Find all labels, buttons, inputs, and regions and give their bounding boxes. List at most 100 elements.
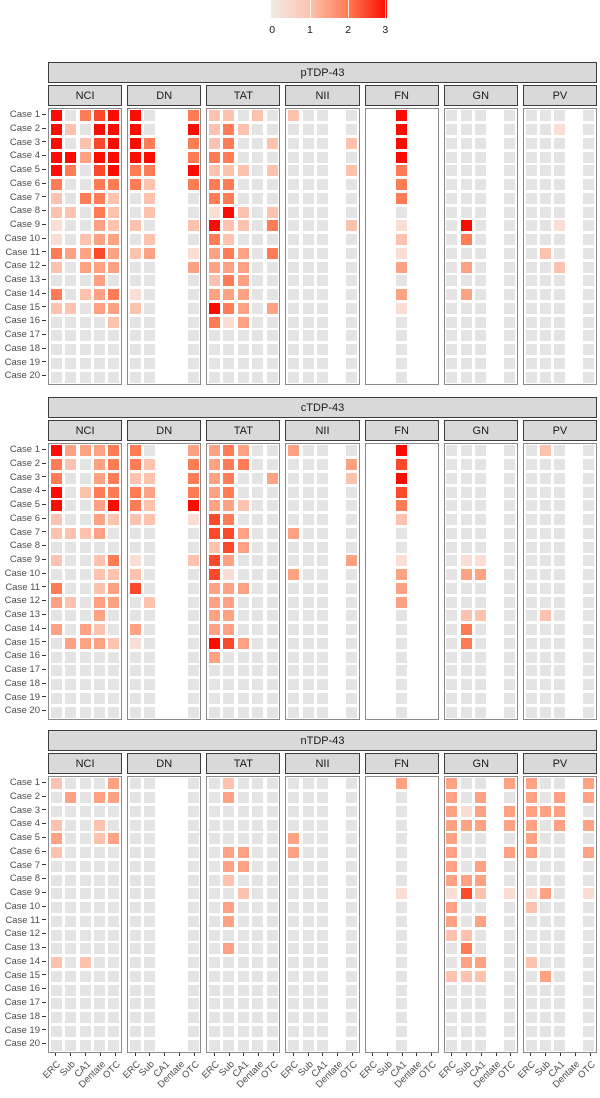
facet-title-strip: DN: [127, 85, 202, 106]
heatmap-cell: [108, 179, 120, 191]
x-axis: ERC Sub CA1 Dentate OTC: [358, 1053, 439, 1098]
heatmap-cell: [446, 902, 458, 914]
heatmap-cell: [252, 915, 264, 927]
heatmap-cell: [266, 847, 278, 859]
heatmap-cell: [446, 805, 458, 817]
axis-tick: [42, 251, 46, 253]
heatmap-cell: [108, 527, 120, 539]
heatmap-cell: [460, 165, 472, 177]
heatmap-cell: [173, 707, 184, 718]
heatmap-cell: [554, 888, 566, 900]
heatmap-cell: [187, 706, 199, 718]
heatmap-cell: [144, 888, 156, 900]
heatmap-cell: [367, 248, 378, 259]
facet-nii: NII ERC Sub CA1 Dentate OTC: [279, 753, 360, 1098]
heatmap-cell: [411, 473, 422, 484]
heatmap-cell: [173, 665, 184, 676]
heatmap-cell: [583, 929, 595, 941]
heatmap-cell: [302, 275, 314, 287]
heatmap-cell: [460, 624, 472, 636]
heatmap-cell: [525, 527, 537, 539]
heatmap-cell: [331, 528, 342, 539]
heatmap-cell: [237, 860, 249, 872]
facet-panel: [443, 443, 518, 720]
heatmap-cell: [187, 192, 199, 204]
heatmap-cell: [525, 692, 537, 704]
heatmap-cell: [411, 344, 422, 355]
heatmap-cell: [583, 902, 595, 914]
heatmap-cell: [316, 706, 328, 718]
heatmap-cell: [187, 929, 199, 941]
heatmap-cell: [223, 847, 235, 859]
heatmap-cell: [411, 833, 422, 844]
case-label: Case 11: [0, 581, 46, 595]
facet-title-strip: NCI: [48, 85, 123, 106]
heatmap-cell: [475, 234, 487, 246]
heatmap-cell: [108, 459, 120, 471]
heatmap-cell: [583, 124, 595, 136]
heatmap-cell: [525, 610, 537, 622]
heatmap-cell: [411, 110, 422, 121]
axis-tick: [480, 1053, 482, 1056]
heatmap-cell: [302, 679, 314, 691]
heatmap-cell: [316, 330, 328, 342]
heatmap-cell: [302, 151, 314, 163]
heatmap-cell: [187, 874, 199, 886]
case-label: Case 17: [0, 328, 46, 342]
heatmap-cell: [108, 541, 120, 553]
heatmap-cell: [331, 998, 342, 1009]
heatmap-cell: [144, 344, 156, 356]
case-label: Case 4: [0, 817, 46, 831]
heatmap-cell: [382, 624, 393, 635]
facet-gn: GN ERC Sub CA1 Dentate OTC: [437, 753, 518, 1098]
heatmap-cell: [50, 541, 62, 553]
case-label: Case 14: [0, 287, 46, 301]
heatmap-cell: [446, 541, 458, 553]
heatmap-cell: [252, 124, 264, 136]
heatmap-cell: [396, 792, 408, 804]
legend-tick-label: 2: [345, 24, 352, 36]
axis-tick: [42, 503, 46, 505]
heatmap-cell: [382, 165, 393, 176]
heatmap-cell: [504, 110, 516, 122]
heatmap-cell: [504, 902, 516, 914]
heatmap-cell: [65, 957, 77, 969]
heatmap-cell: [93, 874, 105, 886]
facet-pv: PV: [522, 85, 597, 385]
heatmap-cell: [490, 220, 501, 231]
heatmap-cell: [490, 248, 501, 259]
heatmap-cell: [554, 445, 566, 457]
heatmap-cell: [50, 316, 62, 328]
heatmap-cell: [554, 486, 566, 498]
heatmap-cell: [144, 902, 156, 914]
heatmap-cell: [93, 275, 105, 287]
heatmap-cell: [475, 541, 487, 553]
heatmap-cell: [65, 624, 77, 636]
heatmap-cell: [490, 1026, 501, 1037]
heatmap-cell: [504, 860, 516, 872]
heatmap-cell: [411, 916, 422, 927]
heatmap-cell: [65, 234, 77, 246]
heatmap-cell: [237, 316, 249, 328]
heatmap-cell: [316, 778, 328, 790]
heatmap-cell: [569, 303, 580, 314]
case-label: Case 5: [0, 498, 46, 512]
heatmap-cell: [525, 357, 537, 369]
heatmap-cell: [425, 344, 436, 355]
heatmap-cell: [187, 445, 199, 457]
heatmap-cell: [316, 984, 328, 996]
heatmap-cell: [302, 610, 314, 622]
axis-tick: [42, 641, 46, 643]
heatmap-cell: [504, 151, 516, 163]
heatmap-cell: [539, 261, 551, 273]
heatmap-cell: [223, 624, 235, 636]
heatmap-cell: [302, 819, 314, 831]
facet-grid: NCI DN TAT NII FN GN PV: [48, 420, 597, 720]
heatmap-cell: [223, 316, 235, 328]
heatmap-cell: [539, 330, 551, 342]
heatmap-cell: [302, 624, 314, 636]
heatmap-cell: [93, 500, 105, 512]
heatmap-cell: [490, 693, 501, 704]
heatmap-cell: [460, 805, 472, 817]
heatmap-cell: [237, 957, 249, 969]
